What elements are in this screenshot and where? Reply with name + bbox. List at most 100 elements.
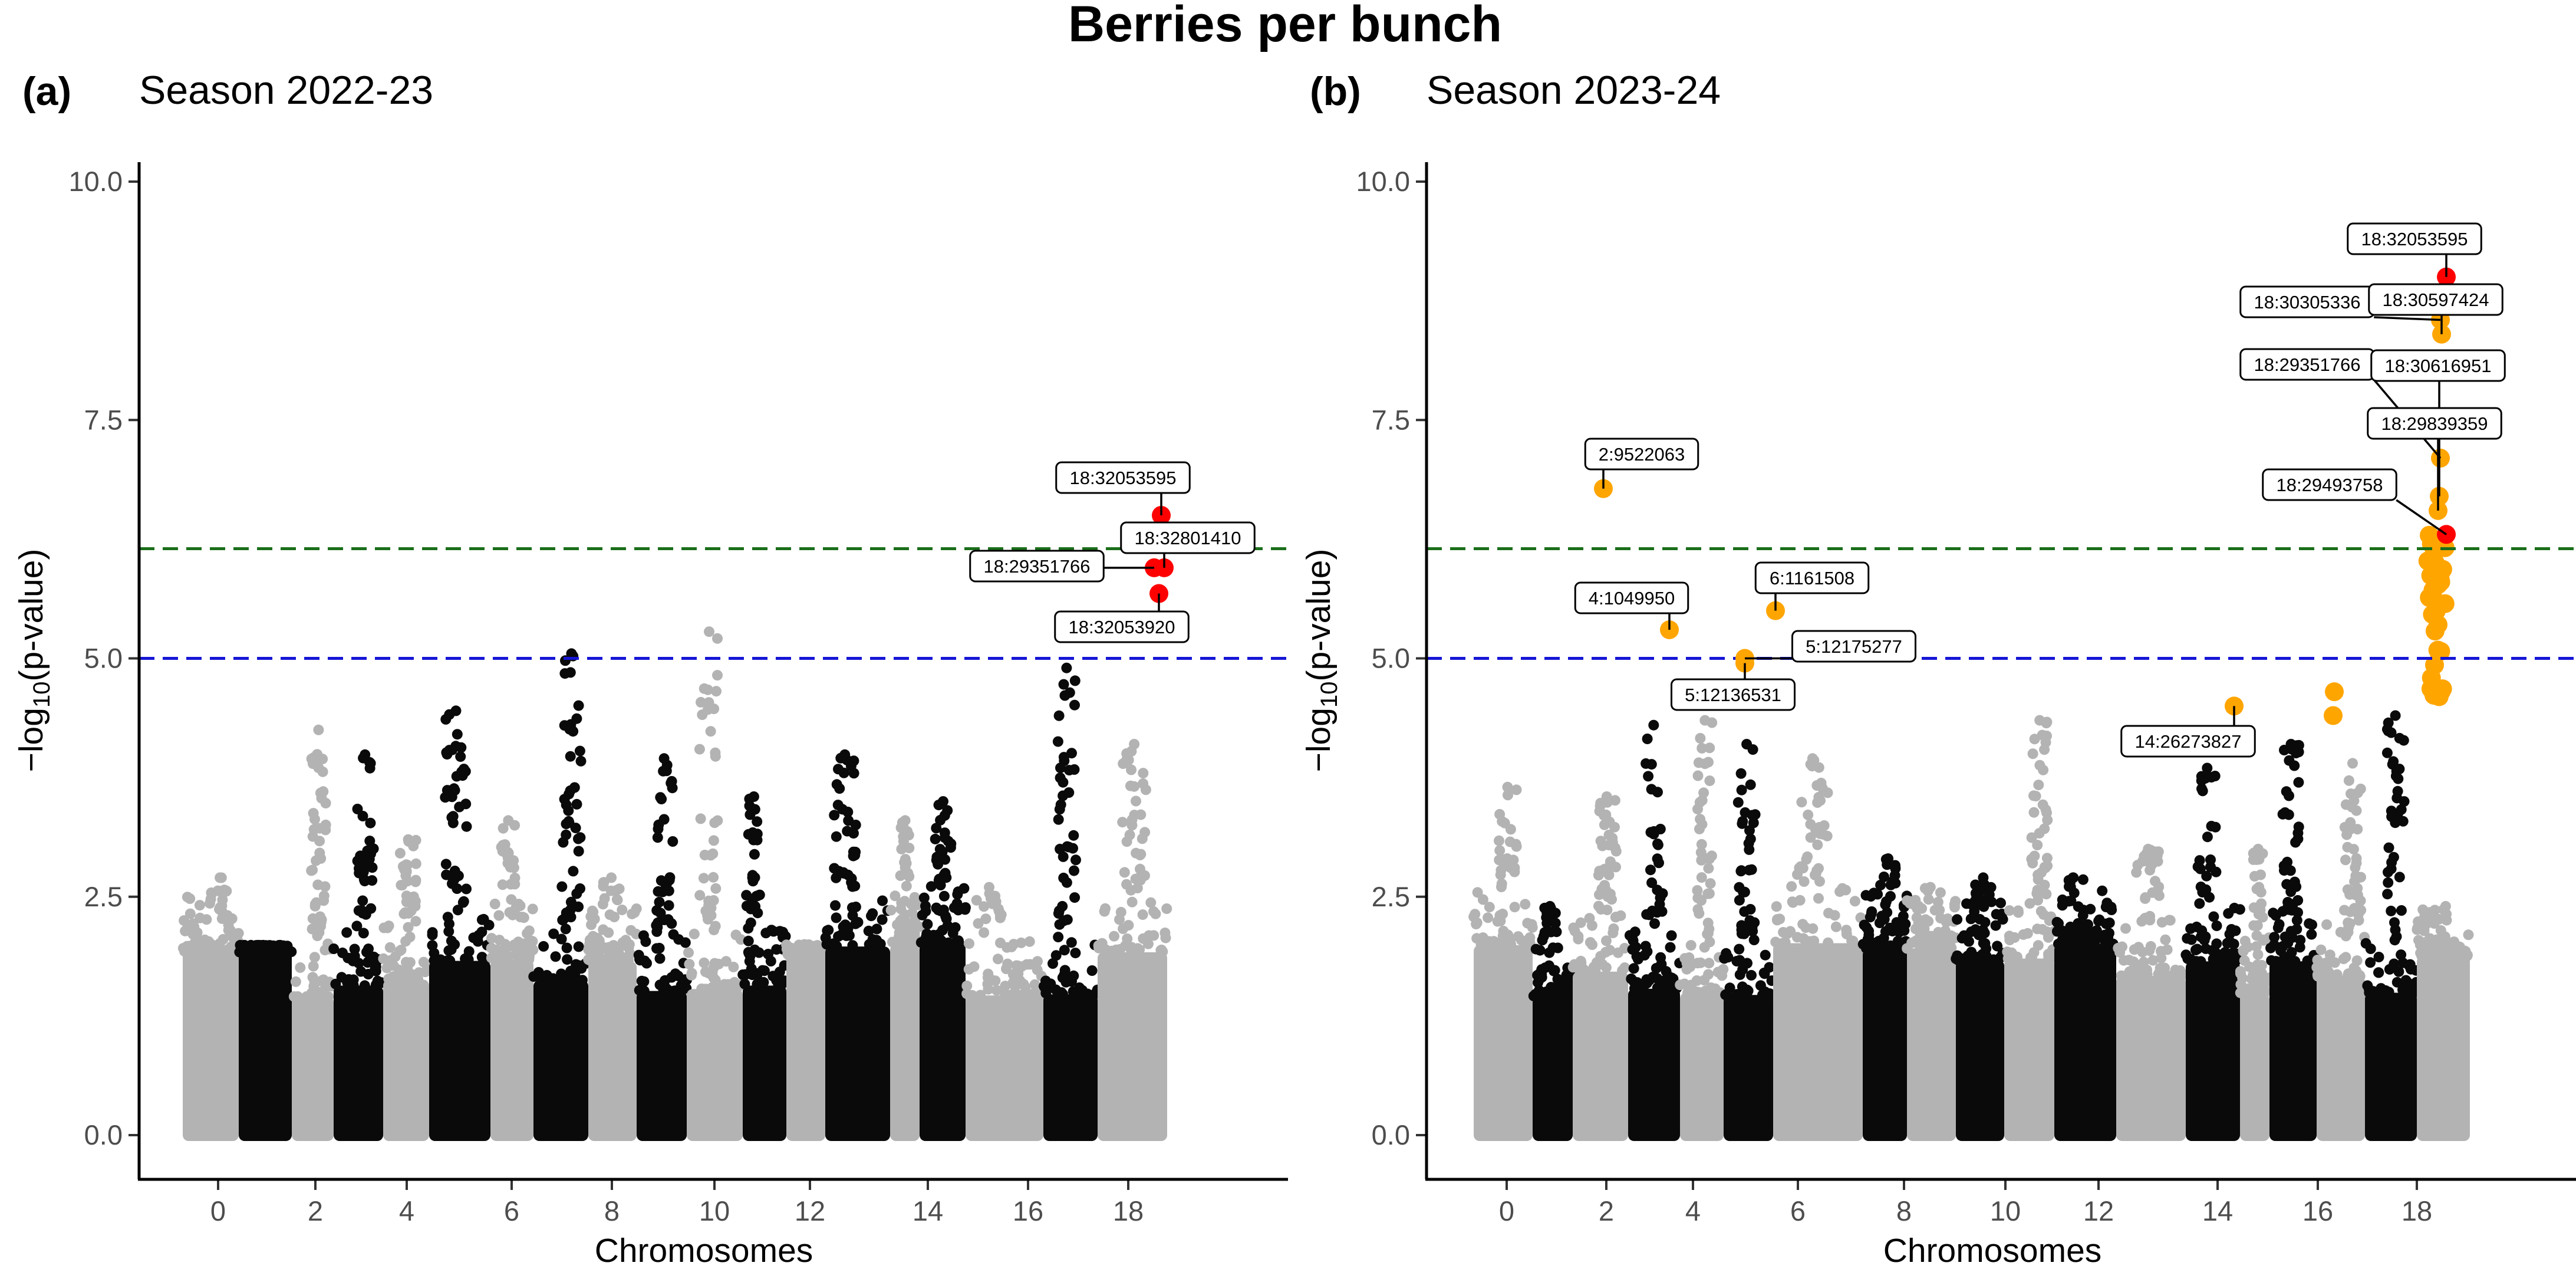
panel-a-chromosome-3-points bbox=[328, 749, 387, 1141]
panel-a-snp-point bbox=[941, 913, 952, 924]
panel-a-snp-point bbox=[708, 872, 719, 883]
panel-b-snp-point bbox=[1552, 942, 1563, 954]
panel-a-snp-point bbox=[907, 908, 918, 919]
panel-b-snp-peak-point bbox=[2390, 710, 2401, 721]
panel-b-snp-point bbox=[2389, 935, 2400, 946]
panel-a-chromosome-7-dense-band bbox=[533, 980, 588, 1141]
panel-b-annotation-label: 18:30616951 bbox=[2384, 356, 2491, 376]
panel-a-snp-point bbox=[1145, 897, 1157, 908]
panel-a-snp-point bbox=[895, 870, 906, 881]
panel-b-snp-point bbox=[2043, 932, 2054, 943]
panel-b-snp-point bbox=[1979, 917, 1991, 928]
panel-a-snp-point bbox=[295, 962, 306, 973]
panel-a-snp-point bbox=[365, 817, 376, 828]
panel-a-snp-point bbox=[351, 920, 363, 932]
panel-a-y-axis-title-text: −log10(p-value) bbox=[12, 549, 55, 772]
panel-a-annotation-label: 18:32053920 bbox=[1068, 617, 1175, 637]
panel-a-snp-point bbox=[1138, 768, 1149, 779]
panel-b-snp-point bbox=[1494, 835, 1504, 846]
panel-a-y-tick-label: 7.5 bbox=[84, 404, 123, 435]
panel-b-snp-point bbox=[2208, 911, 2219, 922]
panel-b-chromosome-2-dense-band bbox=[1573, 971, 1628, 1141]
panel-a-snp-point bbox=[222, 910, 233, 921]
panel-b-snp-point bbox=[1599, 864, 1610, 875]
panel-a-snp-point bbox=[370, 964, 381, 975]
panel-b-snp-point bbox=[2390, 817, 2401, 828]
panel-a-x-tick-label: 16 bbox=[1013, 1195, 1043, 1227]
panel-a-snp-point bbox=[215, 902, 226, 913]
panel-b-snp-point bbox=[2386, 805, 2397, 817]
panel-a-snp-point bbox=[930, 937, 941, 948]
panel-b-snp-point bbox=[1695, 733, 1706, 744]
panel-b-snp-point bbox=[2229, 902, 2240, 913]
panel-b-snp-point bbox=[2056, 938, 2067, 949]
panel-b-snp-point bbox=[1639, 979, 1651, 990]
panel-b-snp-point bbox=[1681, 964, 1692, 975]
panel-a-snp-point bbox=[461, 821, 472, 832]
panel-a-snp-point bbox=[498, 823, 509, 834]
panel-a-snp-point bbox=[942, 805, 953, 816]
panel-b-snp-point bbox=[1748, 817, 1759, 828]
panel-b-snp-point bbox=[2029, 850, 2040, 862]
panel-a-snp-point bbox=[973, 918, 984, 929]
panel-b-snp-point bbox=[1970, 953, 1981, 964]
panel-b-snp-point bbox=[1736, 784, 1747, 795]
panel-b-suggestive-snp bbox=[2422, 588, 2441, 608]
panel-b-snp-point bbox=[2386, 905, 2397, 916]
panel-b-snp-point bbox=[1645, 827, 1656, 838]
panel-b-snp-point bbox=[1679, 978, 1690, 989]
panel-b-snp-point bbox=[2373, 967, 2384, 978]
panel-a-snp-point bbox=[668, 929, 679, 940]
panel-b-snp-point bbox=[2390, 924, 2401, 935]
panel-a-snp-point bbox=[400, 907, 411, 918]
panel-a-snp-point bbox=[871, 923, 882, 935]
panel-a-snp-point bbox=[358, 874, 370, 885]
panel-b-snp-point bbox=[1696, 895, 1707, 906]
panel-b-chromosome-8-dense-band bbox=[1907, 948, 1956, 1141]
panel-b-snp-point bbox=[1736, 928, 1747, 939]
panel-a-snp-point bbox=[833, 764, 844, 775]
panel-b-snp-point bbox=[1704, 742, 1715, 754]
panel-a-x-tick-label: 12 bbox=[795, 1195, 825, 1227]
panel-b-x-axis-title: Chromosomes bbox=[1883, 1232, 2102, 1270]
panel-b-snp-point bbox=[2340, 799, 2351, 810]
panel-b-snp-point bbox=[1934, 905, 1945, 916]
panel-a-snp-point bbox=[455, 751, 466, 762]
panel-b-snp-point bbox=[1919, 923, 1930, 935]
panel-b-snp-point bbox=[2285, 926, 2297, 937]
panel-a-snp-point bbox=[355, 850, 366, 862]
panel-b-thresholds bbox=[1427, 547, 2576, 660]
panel-a-y-tick-label: 0.0 bbox=[84, 1119, 123, 1150]
panel-b-snp-point bbox=[2040, 737, 2051, 748]
panel-b-annotation-label: 18:30305336 bbox=[2254, 292, 2360, 313]
panel-b-snp-point bbox=[1642, 946, 1653, 957]
panel-a-snp-point bbox=[948, 902, 960, 913]
panel-a-chromosome-10-dense-band bbox=[687, 989, 743, 1141]
panel-a-snp-point bbox=[1126, 764, 1137, 775]
panel-b-snp-point bbox=[2320, 958, 2331, 968]
panel-b-annotation-box bbox=[2262, 468, 2397, 501]
panel-a-annotations: 18:32053595 18:32801410 18:29351766 18:3205… bbox=[969, 461, 1256, 643]
panel-a-snp-point bbox=[1002, 958, 1013, 969]
panel-b-annotation-box bbox=[2370, 349, 2506, 382]
panel-b-snp-point bbox=[2342, 841, 2353, 853]
panel-a-snp-point bbox=[885, 905, 897, 916]
panel-a-snp-point bbox=[312, 749, 323, 760]
panel-a-snp-point bbox=[979, 901, 990, 912]
panel-a-snp-point bbox=[352, 804, 363, 814]
panel-b-snp-point bbox=[2252, 949, 2264, 960]
panel-b: (b) Season 2023-24 −log10(p-value) Chrom… bbox=[1300, 68, 2576, 1270]
panel-b-snp-point bbox=[1721, 948, 1732, 959]
panel-a-snp-point bbox=[598, 924, 609, 935]
panel-a-snp-point bbox=[1121, 754, 1132, 765]
panel-a-annotation-label: 18:32053595 bbox=[1069, 468, 1176, 488]
panel-b-snp-point bbox=[2251, 941, 2262, 952]
panel-a-snp-point bbox=[584, 945, 595, 956]
panel-a-snp-point bbox=[449, 874, 460, 885]
panel-b-snp-point bbox=[2246, 987, 2257, 998]
panel-a-snp-point bbox=[875, 938, 886, 949]
panel-a-snp-point bbox=[1115, 906, 1126, 918]
panel-b-snp-point bbox=[1573, 933, 1584, 945]
panel-a-chromosome-18-points bbox=[1093, 739, 1172, 1141]
panel-a-snp-point bbox=[752, 979, 763, 989]
